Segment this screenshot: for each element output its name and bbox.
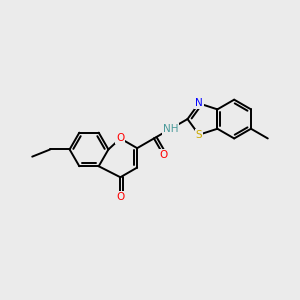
Text: O: O (116, 134, 124, 143)
Text: N: N (195, 98, 203, 108)
Text: NH: NH (163, 124, 178, 134)
Text: S: S (196, 130, 202, 140)
Text: O: O (160, 150, 168, 160)
Text: O: O (116, 192, 124, 202)
